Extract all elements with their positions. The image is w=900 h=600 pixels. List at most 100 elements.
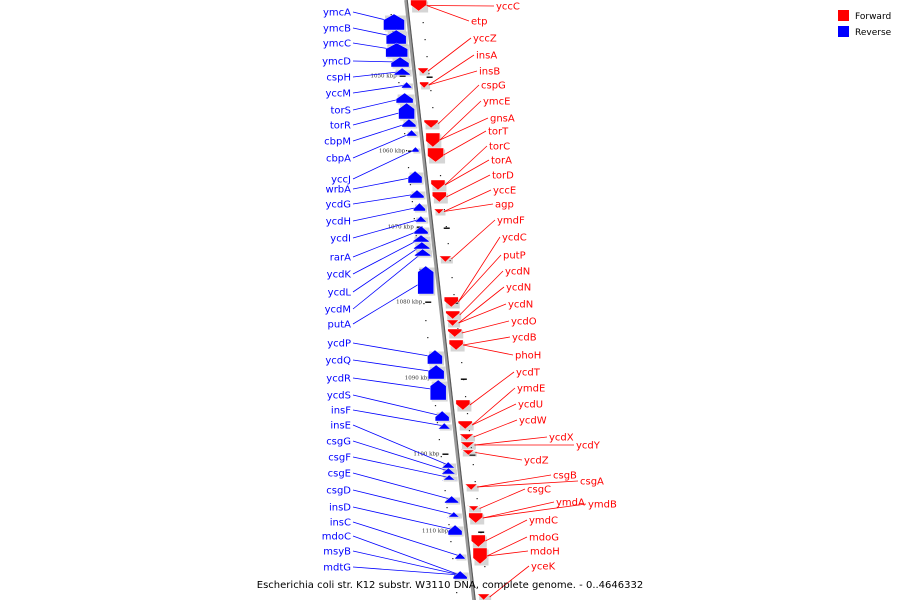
forward-gene-arrow[interactable] bbox=[472, 547, 489, 566]
forward-gene-arrow[interactable] bbox=[446, 319, 461, 328]
reverse-gene-label[interactable]: cbpM bbox=[324, 137, 351, 148]
forward-gene-label[interactable]: yccE bbox=[493, 186, 516, 197]
reverse-gene-arrow[interactable] bbox=[427, 364, 446, 381]
reverse-gene-arrow[interactable] bbox=[405, 129, 419, 138]
forward-gene-arrow[interactable] bbox=[448, 339, 465, 352]
forward-gene-arrow[interactable] bbox=[427, 147, 446, 164]
forward-gene-label[interactable]: putP bbox=[503, 251, 526, 262]
reverse-gene-label[interactable]: cspH bbox=[326, 73, 351, 84]
forward-gene-arrow[interactable] bbox=[433, 208, 446, 216]
forward-gene-label[interactable]: yccZ bbox=[473, 34, 497, 45]
reverse-gene-arrow[interactable] bbox=[447, 511, 462, 519]
reverse-gene-arrow[interactable] bbox=[414, 248, 433, 258]
reverse-gene-arrow[interactable] bbox=[413, 202, 427, 213]
forward-gene-label[interactable]: yccC bbox=[496, 2, 520, 13]
reverse-gene-label[interactable]: ycdG bbox=[325, 200, 351, 211]
forward-gene-label[interactable]: ymdE bbox=[517, 384, 545, 395]
reverse-gene-arrow[interactable] bbox=[407, 170, 424, 185]
reverse-gene-arrow[interactable] bbox=[437, 422, 452, 431]
reverse-gene-arrow[interactable] bbox=[383, 13, 406, 32]
forward-gene-label[interactable]: torA bbox=[491, 156, 512, 167]
reverse-gene-arrow[interactable] bbox=[430, 379, 448, 402]
reverse-gene-label[interactable]: ymcB bbox=[323, 24, 351, 35]
forward-gene-label[interactable]: ycdO bbox=[511, 317, 537, 328]
reverse-gene-arrow[interactable] bbox=[411, 146, 421, 154]
reverse-gene-label[interactable]: ycdM bbox=[325, 305, 351, 316]
reverse-gene-label[interactable]: csgG bbox=[326, 437, 351, 448]
forward-gene-arrow[interactable] bbox=[445, 310, 462, 321]
reverse-gene-label[interactable]: torS bbox=[331, 106, 352, 117]
forward-gene-label[interactable]: csgC bbox=[527, 485, 551, 496]
forward-gene-label[interactable]: ymdA bbox=[556, 498, 585, 509]
forward-gene-arrow[interactable] bbox=[419, 81, 431, 90]
forward-gene-arrow[interactable] bbox=[425, 132, 442, 149]
forward-gene-arrow[interactable] bbox=[461, 448, 477, 457]
reverse-gene-arrow[interactable] bbox=[412, 234, 431, 244]
reverse-gene-label[interactable]: msyB bbox=[323, 547, 351, 558]
forward-gene-label[interactable]: ycdN bbox=[506, 283, 531, 294]
forward-gene-label[interactable]: ycdZ bbox=[524, 456, 549, 467]
forward-gene-label[interactable]: ycdW bbox=[519, 416, 547, 427]
reverse-gene-arrow[interactable] bbox=[440, 467, 457, 476]
forward-gene-label[interactable]: cspG bbox=[481, 81, 506, 92]
forward-gene-label[interactable]: ycdU bbox=[518, 400, 543, 411]
forward-gene-arrow[interactable] bbox=[444, 296, 460, 309]
forward-gene-arrow[interactable] bbox=[455, 399, 472, 412]
reverse-gene-label[interactable]: yccM bbox=[325, 89, 351, 100]
forward-gene-label[interactable]: insB bbox=[479, 67, 500, 78]
forward-gene-label[interactable]: csgA bbox=[580, 477, 604, 488]
forward-gene-arrow[interactable] bbox=[447, 328, 464, 339]
reverse-gene-label[interactable]: insC bbox=[330, 518, 351, 529]
forward-gene-label[interactable]: ycdT bbox=[516, 368, 541, 379]
reverse-gene-label[interactable]: ycdI bbox=[330, 234, 351, 245]
forward-gene-label[interactable]: ymdC bbox=[529, 516, 558, 527]
reverse-gene-label[interactable]: cbpA bbox=[326, 154, 351, 165]
reverse-gene-label[interactable]: ycdQ bbox=[325, 356, 351, 367]
reverse-gene-arrow[interactable] bbox=[395, 92, 415, 105]
forward-gene-arrow[interactable] bbox=[423, 119, 440, 130]
reverse-gene-label[interactable]: insE bbox=[330, 421, 351, 432]
forward-gene-label[interactable]: insA bbox=[476, 51, 497, 62]
forward-gene-label[interactable]: ymdF bbox=[497, 216, 525, 227]
reverse-gene-arrow[interactable] bbox=[413, 241, 432, 251]
reverse-gene-arrow[interactable] bbox=[427, 349, 444, 366]
reverse-gene-arrow[interactable] bbox=[401, 81, 414, 90]
reverse-gene-label[interactable]: putA bbox=[328, 320, 352, 331]
forward-gene-label[interactable]: ycdB bbox=[512, 333, 537, 344]
forward-gene-label[interactable]: ycdN bbox=[505, 267, 530, 278]
reverse-gene-label[interactable]: ymcD bbox=[322, 57, 351, 68]
forward-gene-label[interactable]: mdoG bbox=[529, 533, 559, 544]
reverse-gene-label[interactable]: rarA bbox=[330, 253, 351, 264]
forward-gene-arrow[interactable] bbox=[459, 441, 476, 450]
reverse-gene-arrow[interactable] bbox=[447, 524, 464, 537]
reverse-gene-label[interactable]: wrbA bbox=[326, 185, 352, 196]
reverse-gene-label[interactable]: ycdP bbox=[327, 339, 351, 350]
reverse-gene-label[interactable]: mdoC bbox=[322, 532, 351, 543]
reverse-gene-label[interactable]: csgD bbox=[326, 486, 351, 497]
reverse-gene-label[interactable]: yccJ bbox=[331, 175, 351, 186]
reverse-gene-label[interactable]: torR bbox=[330, 121, 351, 132]
reverse-gene-arrow[interactable] bbox=[413, 225, 430, 236]
forward-gene-arrow[interactable] bbox=[438, 255, 453, 264]
reverse-gene-label[interactable]: insF bbox=[331, 406, 351, 417]
forward-gene-arrow[interactable] bbox=[457, 420, 474, 431]
forward-gene-label[interactable]: ycdX bbox=[549, 433, 574, 444]
reverse-gene-label[interactable]: csgE bbox=[328, 469, 351, 480]
reverse-gene-label[interactable]: ycdH bbox=[326, 217, 351, 228]
reverse-gene-arrow[interactable] bbox=[441, 474, 458, 482]
reverse-gene-label[interactable]: ymcC bbox=[323, 39, 351, 50]
reverse-gene-label[interactable]: ymcA bbox=[323, 8, 351, 19]
reverse-gene-arrow[interactable] bbox=[385, 42, 410, 59]
forward-gene-label[interactable]: torC bbox=[489, 142, 510, 153]
forward-gene-label[interactable]: etp bbox=[471, 17, 487, 28]
reverse-gene-arrow[interactable] bbox=[409, 189, 426, 200]
reverse-gene-arrow[interactable] bbox=[390, 56, 411, 69]
reverse-gene-arrow[interactable] bbox=[434, 410, 451, 423]
reverse-gene-label[interactable]: ycdK bbox=[327, 270, 352, 281]
reverse-gene-label[interactable]: csgF bbox=[328, 453, 351, 464]
reverse-gene-arrow[interactable] bbox=[444, 495, 461, 505]
reverse-gene-arrow[interactable] bbox=[385, 29, 408, 46]
reverse-gene-arrow[interactable] bbox=[417, 265, 436, 296]
reverse-gene-arrow[interactable] bbox=[452, 570, 469, 581]
reverse-gene-label[interactable]: mdtG bbox=[323, 563, 351, 574]
